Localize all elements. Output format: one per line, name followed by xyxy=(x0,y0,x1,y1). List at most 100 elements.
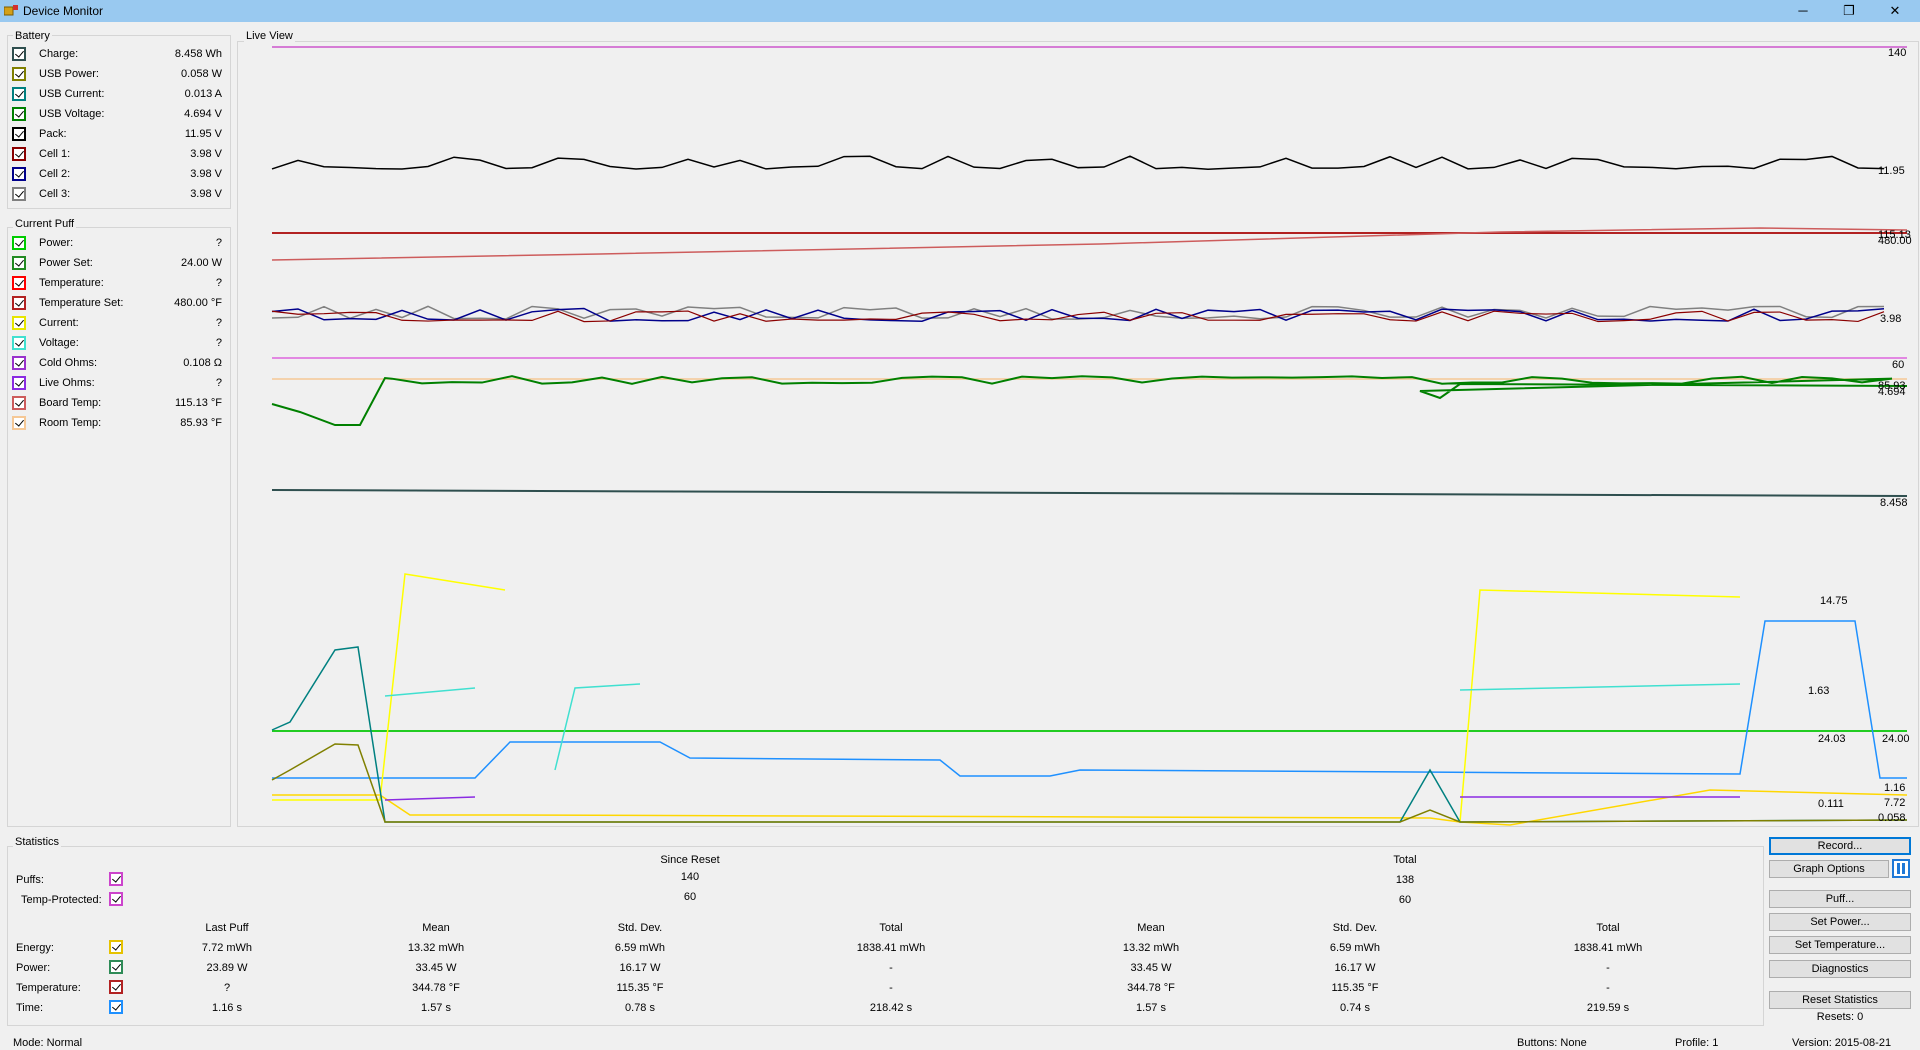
diagnostics-button[interactable]: Diagnostics xyxy=(1769,960,1911,978)
app-icon xyxy=(3,4,18,16)
stats-row-checkbox[interactable] xyxy=(109,980,123,994)
current-puff-item-row: Power Set: 24.00 W xyxy=(12,254,222,274)
current-puff-item-checkbox[interactable] xyxy=(12,256,26,270)
stats-cell: 218.42 s xyxy=(869,1002,913,1014)
battery-item-row: USB Voltage: 4.694 V xyxy=(12,105,222,125)
status-profile: Profile: 1 xyxy=(1675,1037,1719,1049)
battery-item-checkbox[interactable] xyxy=(12,47,26,61)
current-puff-item-value: 0.108 Ω xyxy=(183,357,222,369)
statistics-title: Statistics xyxy=(13,836,62,848)
stats-cell: 33.45 W xyxy=(1130,962,1172,974)
current-puff-item-checkbox[interactable] xyxy=(12,416,26,430)
puffs-checkbox[interactable] xyxy=(109,872,123,886)
total-header: Total xyxy=(1393,854,1417,866)
restore-button[interactable]: ❐ xyxy=(1843,3,1855,18)
current-puff-item-label: Temperature Set: xyxy=(39,297,124,309)
battery-item-row: Cell 2: 3.98 V xyxy=(12,165,222,185)
current-puff-item-label: Temperature: xyxy=(39,277,104,289)
puffs-since-reset: 140 xyxy=(680,871,700,883)
live-view-title: Live View xyxy=(244,30,295,42)
stats-cell: 219.59 s xyxy=(1586,1002,1630,1014)
battery-item-value: 4.694 V xyxy=(184,108,222,120)
puffs-label: Puffs: xyxy=(16,874,44,886)
current-puff-item-row: Live Ohms:? xyxy=(12,374,222,394)
status-mode: Mode: Normal xyxy=(13,1037,83,1049)
current-puff-item-checkbox[interactable] xyxy=(12,296,26,310)
stats-row-checkbox[interactable] xyxy=(109,1000,123,1014)
battery-item-checkbox[interactable] xyxy=(12,107,26,121)
stats-column-header: Last Puff xyxy=(205,922,249,934)
current-puff-item-value: 24.00 W xyxy=(181,257,222,269)
battery-item-checkbox[interactable] xyxy=(12,87,26,101)
record-button[interactable]: Record... xyxy=(1769,837,1911,855)
graph-options-button[interactable]: Graph Options xyxy=(1769,860,1889,878)
resets-count: Resets: 0 xyxy=(1816,1011,1864,1023)
stats-cell: 344.78 °F xyxy=(1127,982,1175,994)
current-puff-item-checkbox[interactable] xyxy=(12,356,26,370)
stats-cell: 0.74 s xyxy=(1340,1002,1370,1014)
current-puff-item-checkbox[interactable] xyxy=(12,336,26,350)
current-puff-item-checkbox[interactable] xyxy=(12,316,26,330)
stats-column-header: Total xyxy=(1596,922,1620,934)
current-puff-item-label: Room Temp: xyxy=(39,417,102,429)
stats-cell: 33.45 W xyxy=(415,962,457,974)
since-reset-header: Since Reset xyxy=(660,854,720,866)
current-puff-item-checkbox[interactable] xyxy=(12,376,26,390)
current-puff-item-checkbox[interactable] xyxy=(12,276,26,290)
battery-item-checkbox[interactable] xyxy=(12,67,26,81)
minimize-button[interactable]: ─ xyxy=(1798,3,1808,18)
stats-row-checkbox[interactable] xyxy=(109,940,123,954)
battery-item-row: USB Current: 0.013 A xyxy=(12,85,222,105)
stats-cell: 1.57 s xyxy=(421,1002,451,1014)
temp-protected-since-reset: 60 xyxy=(683,891,697,903)
stats-column-header: Std. Dev. xyxy=(1332,922,1378,934)
stats-row-label: Temperature: xyxy=(16,982,81,994)
battery-item-checkbox[interactable] xyxy=(12,187,26,201)
window-title: Device Monitor xyxy=(23,4,104,18)
battery-item-checkbox[interactable] xyxy=(12,127,26,141)
stats-cell: 13.32 mWh xyxy=(1122,942,1180,954)
stats-row-label: Energy: xyxy=(16,942,54,954)
current-puff-item-label: Cold Ohms: xyxy=(39,357,98,369)
battery-item-label: USB Current: xyxy=(39,88,105,100)
current-puff-item-row: Cold Ohms: 0.108 Ω xyxy=(12,354,222,374)
set-temperature-button[interactable]: Set Temperature... xyxy=(1769,936,1911,954)
stats-cell: 344.78 °F xyxy=(412,982,460,994)
status-version: Version: 2015-08-21 xyxy=(1792,1037,1892,1049)
battery-item-value: 3.98 V xyxy=(190,168,222,180)
battery-item-value: 8.458 Wh xyxy=(174,48,222,60)
title-bar: Device Monitor ─ ❐ ✕ xyxy=(0,0,1920,22)
battery-item-label: USB Voltage: xyxy=(39,108,105,120)
current-puff-item-row: Temperature:? xyxy=(12,274,222,294)
stats-cell: ? xyxy=(223,982,231,994)
current-puff-item-value: ? xyxy=(215,377,222,389)
close-button[interactable]: ✕ xyxy=(1889,3,1901,18)
statistics-group xyxy=(7,846,1764,1026)
stats-cell: 6.59 mWh xyxy=(1329,942,1381,954)
reset-statistics-button[interactable]: Reset Statistics xyxy=(1769,991,1911,1009)
battery-item-row: Cell 3: 3.98 V xyxy=(12,185,222,205)
battery-item-value: 11.95 V xyxy=(184,128,222,140)
stats-column-header: Mean xyxy=(1137,922,1165,934)
stats-cell: 115.35 °F xyxy=(1331,982,1379,994)
current-puff-item-checkbox[interactable] xyxy=(12,396,26,410)
pause-toggle[interactable] xyxy=(1892,859,1910,878)
stats-cell: 115.35 °F xyxy=(616,982,664,994)
puff-button[interactable]: Puff... xyxy=(1769,890,1911,908)
battery-item-label: Cell 3: xyxy=(39,188,71,200)
current-puff-item-row: Temperature Set: 480.00 °F xyxy=(12,294,222,314)
stats-cell: 1.16 s xyxy=(212,1002,242,1014)
current-puff-item-checkbox[interactable] xyxy=(12,236,26,250)
current-puff-item-row: Current:? xyxy=(12,314,222,334)
set-power-button[interactable]: Set Power... xyxy=(1769,913,1911,931)
battery-item-checkbox[interactable] xyxy=(12,147,26,161)
battery-item-label: USB Power: xyxy=(39,68,99,80)
battery-item-checkbox[interactable] xyxy=(12,167,26,181)
stats-row-checkbox[interactable] xyxy=(109,960,123,974)
stats-column-header: Mean xyxy=(422,922,450,934)
current-puff-group-title: Current Puff xyxy=(13,218,77,230)
stats-cell: 0.78 s xyxy=(625,1002,655,1014)
stats-column-header: Total xyxy=(879,922,903,934)
current-puff-item-label: Power Set: xyxy=(39,257,93,269)
temp-protected-checkbox[interactable] xyxy=(109,892,123,906)
